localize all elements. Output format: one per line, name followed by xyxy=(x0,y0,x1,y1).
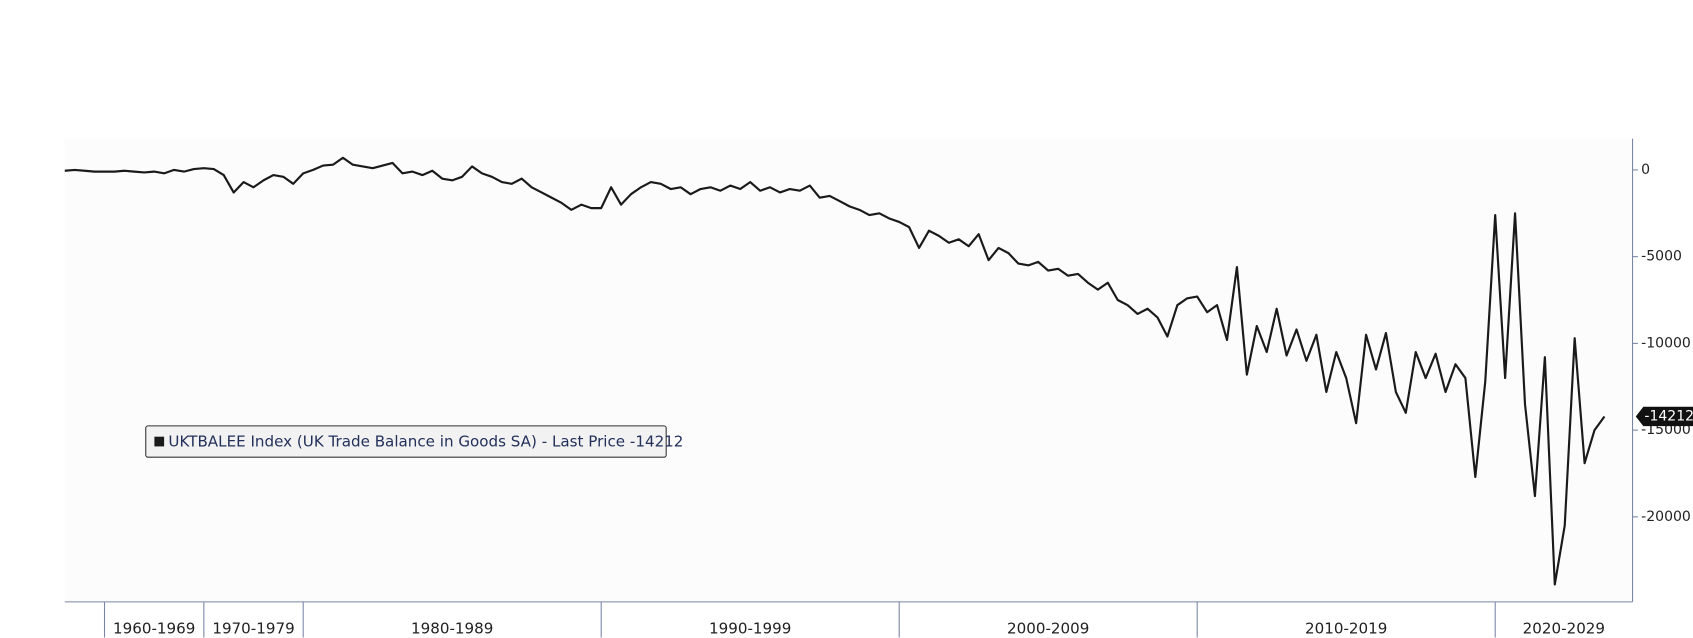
x-tick-label: 2020-2029 xyxy=(1523,619,1605,637)
legend-box xyxy=(145,425,667,458)
last-price-label: -14212 xyxy=(1644,408,1693,424)
last-price-box xyxy=(1635,406,1693,427)
x-tick-label: 1960-1969 xyxy=(113,619,195,637)
legend: UKTBALEE Index (UK Trade Balance in Good… xyxy=(145,425,683,458)
plot-area xyxy=(64,138,1633,602)
last-price-tag: -14212 xyxy=(1635,406,1693,427)
x-tick-label: 2010-2019 xyxy=(1305,619,1387,637)
y-tick-label: -20000 xyxy=(1641,509,1691,525)
y-tick-label: -5000 xyxy=(1641,249,1682,265)
y-tick-label: 0 xyxy=(1641,162,1650,178)
y-tick-label: -10000 xyxy=(1641,335,1691,351)
x-tick-label: 2000-2009 xyxy=(1007,619,1089,637)
legend-swatch xyxy=(154,436,165,447)
x-tick-label: 1990-1999 xyxy=(709,619,791,637)
legend-label: UKTBALEE Index (UK Trade Balance in Good… xyxy=(168,433,683,451)
series-line xyxy=(64,156,1606,586)
x-tick-label: 1980-1989 xyxy=(411,619,493,637)
x-tick-label: 1970-1979 xyxy=(212,619,294,637)
